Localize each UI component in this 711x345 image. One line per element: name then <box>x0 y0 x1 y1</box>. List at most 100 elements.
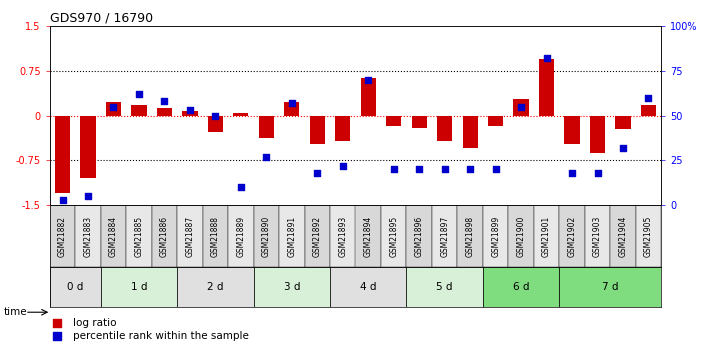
Point <box>541 56 552 61</box>
Bar <box>203 205 228 267</box>
Point <box>464 167 476 172</box>
Text: GDS970 / 16790: GDS970 / 16790 <box>50 12 153 25</box>
Point <box>490 167 501 172</box>
Text: GSM21889: GSM21889 <box>236 216 245 257</box>
Bar <box>208 116 223 132</box>
Text: GSM21905: GSM21905 <box>644 216 653 257</box>
Bar <box>457 205 483 267</box>
Text: GSM21898: GSM21898 <box>466 216 475 257</box>
Bar <box>360 79 376 116</box>
Text: GSM21882: GSM21882 <box>58 216 67 257</box>
Text: GSM21897: GSM21897 <box>440 216 449 257</box>
Text: 3 d: 3 d <box>284 282 300 292</box>
Bar <box>101 267 177 307</box>
Point <box>235 185 247 190</box>
Text: 4 d: 4 d <box>360 282 377 292</box>
Bar <box>513 99 529 116</box>
Bar <box>228 205 254 267</box>
Text: 0 d: 0 d <box>67 282 83 292</box>
Text: 6 d: 6 d <box>513 282 530 292</box>
Point <box>515 104 527 109</box>
Text: GSM21895: GSM21895 <box>389 216 398 257</box>
Text: GSM21904: GSM21904 <box>619 216 628 257</box>
Bar <box>615 116 631 129</box>
Text: GSM21902: GSM21902 <box>567 216 577 257</box>
Text: GSM21890: GSM21890 <box>262 216 271 257</box>
Point <box>414 167 425 172</box>
Text: GSM21900: GSM21900 <box>517 216 525 257</box>
Bar <box>488 116 503 126</box>
Text: time: time <box>4 307 27 317</box>
Text: GSM21892: GSM21892 <box>313 216 322 257</box>
Text: GSM21903: GSM21903 <box>593 216 602 257</box>
Bar <box>641 105 656 116</box>
Bar <box>432 205 457 267</box>
Text: 2 d: 2 d <box>207 282 224 292</box>
Bar <box>254 205 279 267</box>
Bar <box>254 267 330 307</box>
Bar <box>356 205 381 267</box>
Bar <box>412 116 427 128</box>
Bar <box>50 205 75 267</box>
Text: GSM21886: GSM21886 <box>160 216 169 257</box>
Bar <box>381 205 407 267</box>
Bar <box>80 116 95 178</box>
Bar <box>534 205 560 267</box>
Point <box>388 167 400 172</box>
Bar <box>177 267 254 307</box>
Bar <box>279 205 304 267</box>
Bar <box>565 116 579 144</box>
Bar <box>407 267 483 307</box>
Bar <box>584 205 610 267</box>
Bar <box>560 267 661 307</box>
Text: GSM21899: GSM21899 <box>491 216 500 257</box>
Bar <box>610 205 636 267</box>
Point <box>82 194 94 199</box>
Point <box>261 154 272 160</box>
Bar <box>284 102 299 116</box>
Point <box>311 170 323 176</box>
Point <box>337 163 348 169</box>
Text: GSM21885: GSM21885 <box>134 216 144 257</box>
Bar <box>309 116 325 144</box>
Bar <box>335 116 351 141</box>
Bar <box>508 205 534 267</box>
Point <box>133 91 144 97</box>
Point <box>210 113 221 118</box>
Bar <box>437 116 452 141</box>
Point <box>108 104 119 109</box>
Bar <box>233 112 248 116</box>
Bar <box>539 59 554 116</box>
Point <box>617 145 629 151</box>
Bar <box>101 205 127 267</box>
Bar <box>462 116 478 148</box>
Point <box>57 197 68 203</box>
Text: log ratio: log ratio <box>73 318 116 327</box>
Bar <box>590 116 605 152</box>
Text: GSM21888: GSM21888 <box>211 216 220 257</box>
Bar <box>182 111 198 116</box>
Bar <box>55 116 70 193</box>
Bar <box>259 116 274 138</box>
Bar <box>106 102 121 116</box>
Point <box>51 334 63 339</box>
Text: GSM21887: GSM21887 <box>186 216 194 257</box>
Text: GSM21901: GSM21901 <box>542 216 551 257</box>
Text: 1 d: 1 d <box>131 282 147 292</box>
Bar <box>386 116 401 126</box>
Point <box>643 95 654 100</box>
Text: GSM21884: GSM21884 <box>109 216 118 257</box>
Point <box>567 170 578 176</box>
Bar <box>330 267 407 307</box>
Bar <box>407 205 432 267</box>
Bar <box>132 105 146 116</box>
Point <box>51 320 63 325</box>
Bar <box>75 205 101 267</box>
Text: GSM21893: GSM21893 <box>338 216 347 257</box>
Bar <box>177 205 203 267</box>
Point <box>592 170 603 176</box>
Text: GSM21891: GSM21891 <box>287 216 296 257</box>
Bar <box>304 205 330 267</box>
Text: GSM21883: GSM21883 <box>83 216 92 257</box>
Point <box>439 167 450 172</box>
